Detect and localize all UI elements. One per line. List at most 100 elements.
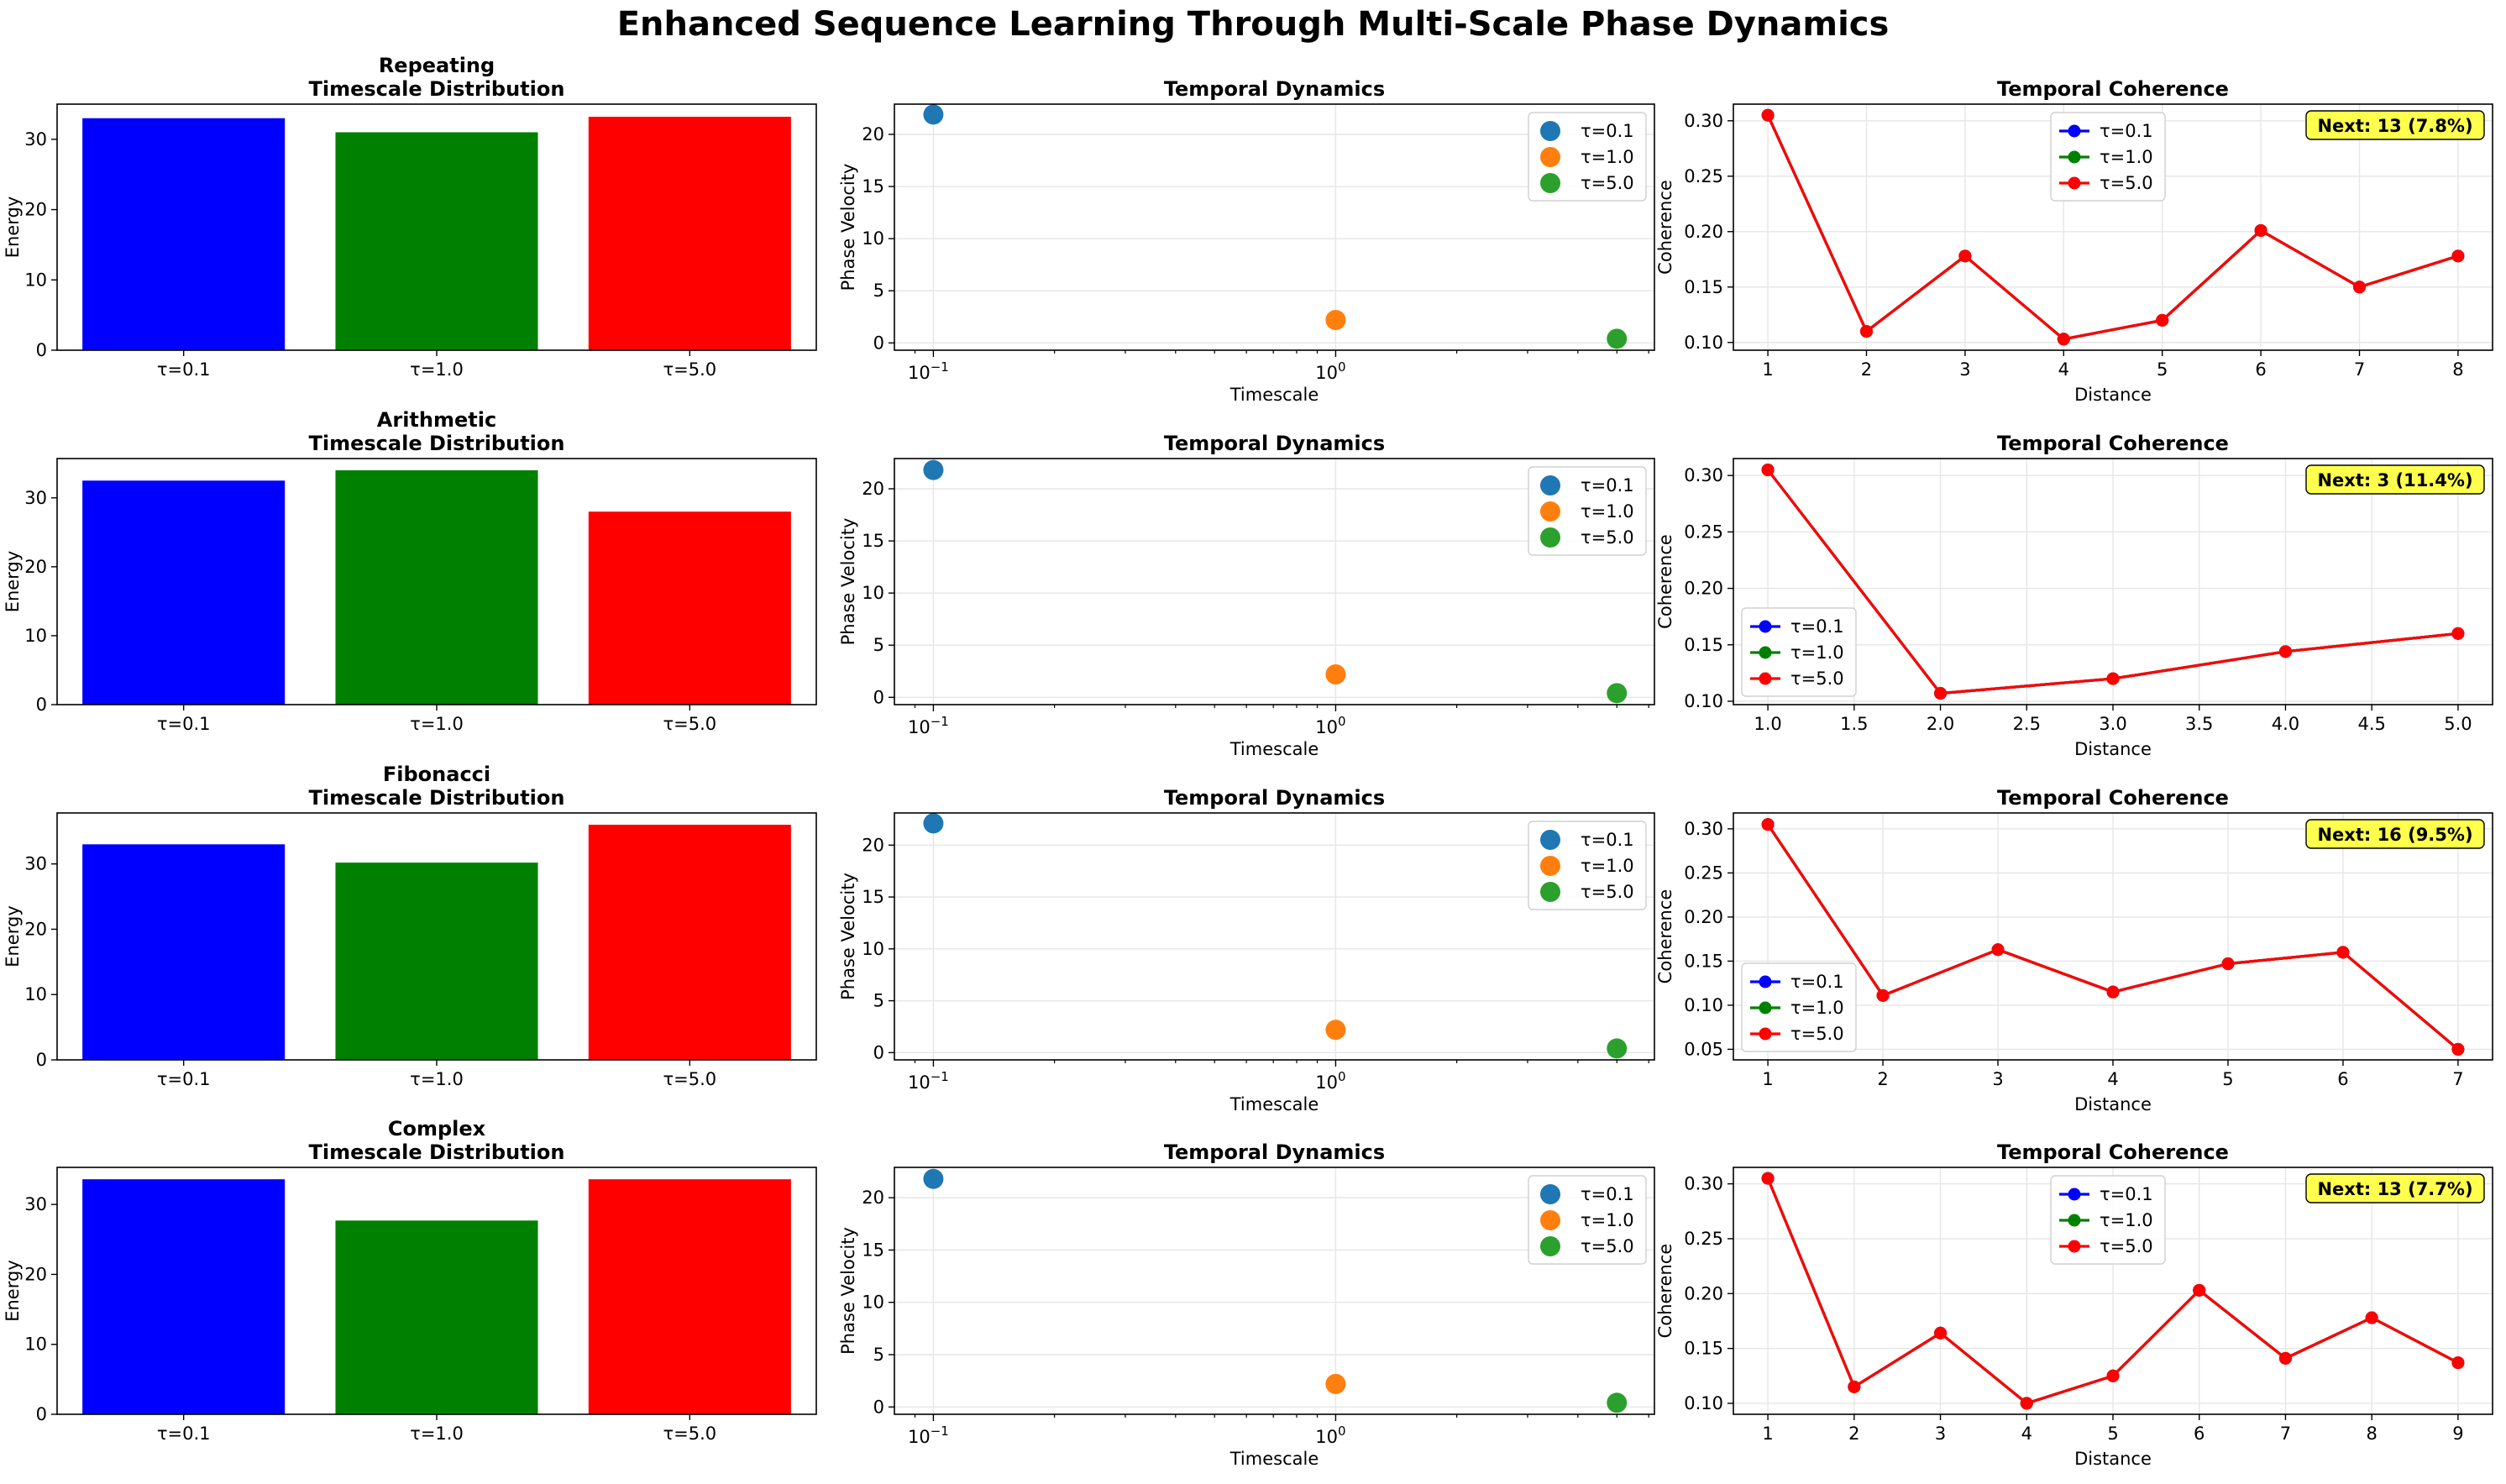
- annotation-text: Next: 3 (11.4%): [2317, 470, 2472, 490]
- y-tick-label: 0.10: [1684, 691, 1723, 711]
- scatter-point-τ=1.0: [1325, 1373, 1346, 1394]
- y-tick-label: 0: [36, 695, 47, 715]
- series-point-τ=5.0: [1761, 818, 1775, 831]
- x-tick-label: τ=0.1: [157, 1424, 211, 1444]
- x-tick-label: τ=0.1: [157, 714, 211, 734]
- legend-swatch-marker: [1540, 121, 1560, 141]
- x-tick-label: τ=5.0: [663, 359, 717, 380]
- y-tick-label: 0: [36, 1050, 47, 1070]
- y-tick-label: 0.25: [1684, 522, 1723, 542]
- subplot-title: Temporal Dynamics: [1164, 786, 1385, 810]
- y-tick-label: 5: [873, 991, 884, 1011]
- y-tick-label: 10: [24, 626, 47, 646]
- x-tick-label: 7: [2280, 1424, 2291, 1444]
- legend-swatch-marker: [1759, 672, 1772, 685]
- subplot-title: Temporal Coherence: [1997, 786, 2229, 810]
- x-tick-label: τ=5.0: [663, 1424, 717, 1444]
- series-point-τ=5.0: [2106, 672, 2120, 685]
- y-axis-label: Coherence: [1655, 1244, 1675, 1339]
- series-point-τ=5.0: [2156, 313, 2169, 327]
- y-tick-label: 10: [24, 984, 47, 1004]
- y-tick-label: 0.20: [1684, 222, 1723, 242]
- scatter-point-τ=0.1: [923, 104, 944, 125]
- y-tick-label: 0.15: [1684, 951, 1723, 971]
- y-tick-label: 5: [873, 1345, 884, 1365]
- legend-swatch-marker: [1540, 1236, 1560, 1256]
- x-tick-label: τ=1.0: [410, 1069, 464, 1089]
- legend-label: τ=0.1: [1790, 616, 1844, 637]
- legend-label: τ=5.0: [1790, 1024, 1844, 1044]
- annotation-text: Next: 13 (7.8%): [2317, 116, 2472, 136]
- series-point-τ=5.0: [2365, 1311, 2378, 1324]
- x-tick-label: 5: [2157, 359, 2168, 380]
- scatter-point-τ=5.0: [1607, 683, 1628, 704]
- axes-frame: [894, 458, 1655, 705]
- scatter-point-τ=5.0: [1607, 328, 1628, 349]
- x-tick-label: 1: [1762, 359, 1773, 380]
- y-tick-label: 0: [36, 340, 47, 360]
- x-tick-label: 8: [2452, 359, 2463, 380]
- y-tick-label: 15: [862, 531, 884, 551]
- legend: τ=0.1 τ=1.0 τ=5.0: [1741, 607, 1857, 697]
- scatter-point-τ=1.0: [1325, 663, 1346, 684]
- legend: τ=0.1 τ=1.0 τ=5.0: [1528, 1175, 1647, 1265]
- y-tick-label: 10: [862, 1293, 884, 1313]
- series-point-τ=5.0: [1859, 325, 1873, 338]
- series-point-τ=5.0: [2451, 627, 2465, 640]
- y-axis-label: Phase Velocity: [838, 164, 858, 291]
- subplot-title: Arithmetic: [377, 408, 496, 432]
- legend-label: τ=5.0: [1581, 173, 1634, 193]
- bar-τ=0.1: [82, 118, 286, 350]
- scatter-point-τ=1.0: [1325, 1020, 1346, 1041]
- y-tick-label: 0: [873, 1042, 884, 1062]
- figure-title: Enhanced Sequence Learning Through Multi…: [616, 5, 1890, 44]
- legend-label: τ=1.0: [2100, 1210, 2153, 1230]
- x-tick-exponent: 0: [1338, 714, 1346, 729]
- legend-swatch-marker: [1759, 1027, 1772, 1041]
- legend-swatch-marker: [1540, 147, 1560, 167]
- x-tick-label: 8: [2366, 1424, 2377, 1444]
- x-tick-label: 10−1: [908, 714, 949, 737]
- x-tick-label: 10−1: [908, 359, 949, 383]
- legend-label: τ=5.0: [1790, 669, 1844, 689]
- x-tick-label: 2: [1848, 1424, 1859, 1444]
- series-point-τ=5.0: [2020, 1397, 2033, 1410]
- subplot-title: Temporal Dynamics: [1164, 432, 1385, 455]
- series-point-τ=5.0: [2254, 223, 2267, 237]
- legend-swatch-marker: [2068, 1214, 2081, 1227]
- bar-τ=1.0: [335, 1220, 538, 1414]
- x-tick-label: 6: [2255, 359, 2266, 380]
- legend-swatch-marker: [1540, 830, 1560, 850]
- y-axis-label: Coherence: [1655, 889, 1675, 984]
- x-tick-exponent: −1: [931, 1069, 949, 1084]
- x-tick-label: 7: [2452, 1069, 2463, 1089]
- legend-swatch-marker: [2068, 124, 2081, 138]
- x-tick-label: 100: [1315, 359, 1345, 383]
- x-tick-label: 2.5: [2013, 714, 2041, 734]
- x-tick-label: τ=5.0: [663, 1069, 717, 1089]
- x-tick-label: 1.0: [1754, 714, 1781, 734]
- subplot-subtitle: Timescale Distribution: [309, 1141, 565, 1164]
- x-axis-label: Timescale: [1229, 385, 1319, 405]
- legend-label: τ=1.0: [1790, 642, 1844, 663]
- bar-τ=5.0: [588, 1179, 791, 1414]
- series-line-τ=5.0: [1766, 114, 2459, 341]
- y-tick-label: 0.10: [1684, 333, 1723, 353]
- y-tick-label: 5: [873, 281, 884, 301]
- x-tick-label: 6: [2337, 1069, 2348, 1089]
- y-tick-label: 20: [24, 919, 47, 939]
- legend-label: τ=5.0: [1581, 1236, 1634, 1256]
- x-axis-label: Timescale: [1229, 1449, 1319, 1469]
- y-tick-label: 0.20: [1684, 1283, 1723, 1303]
- x-tick-label: τ=1.0: [410, 714, 464, 734]
- x-tick-label: τ=0.1: [157, 1069, 211, 1089]
- subplot-bar-r0c0: 0 10 20 30 τ=0.1 τ=1.0 τ=5.0 RepeatingTimescale…: [3, 54, 817, 380]
- subplot-scatter-r1c1: 0 5 10 15 20 10−1 100 Temporal Dynamics Timescal…: [838, 432, 1655, 759]
- x-tick-label: τ=5.0: [663, 714, 717, 734]
- x-tick-exponent: 0: [1338, 359, 1346, 375]
- y-tick-label: 0.30: [1684, 465, 1723, 485]
- y-tick-label: 0: [873, 687, 884, 707]
- y-tick-label: 10: [24, 270, 47, 290]
- legend: τ=0.1 τ=1.0 τ=5.0: [1528, 112, 1647, 202]
